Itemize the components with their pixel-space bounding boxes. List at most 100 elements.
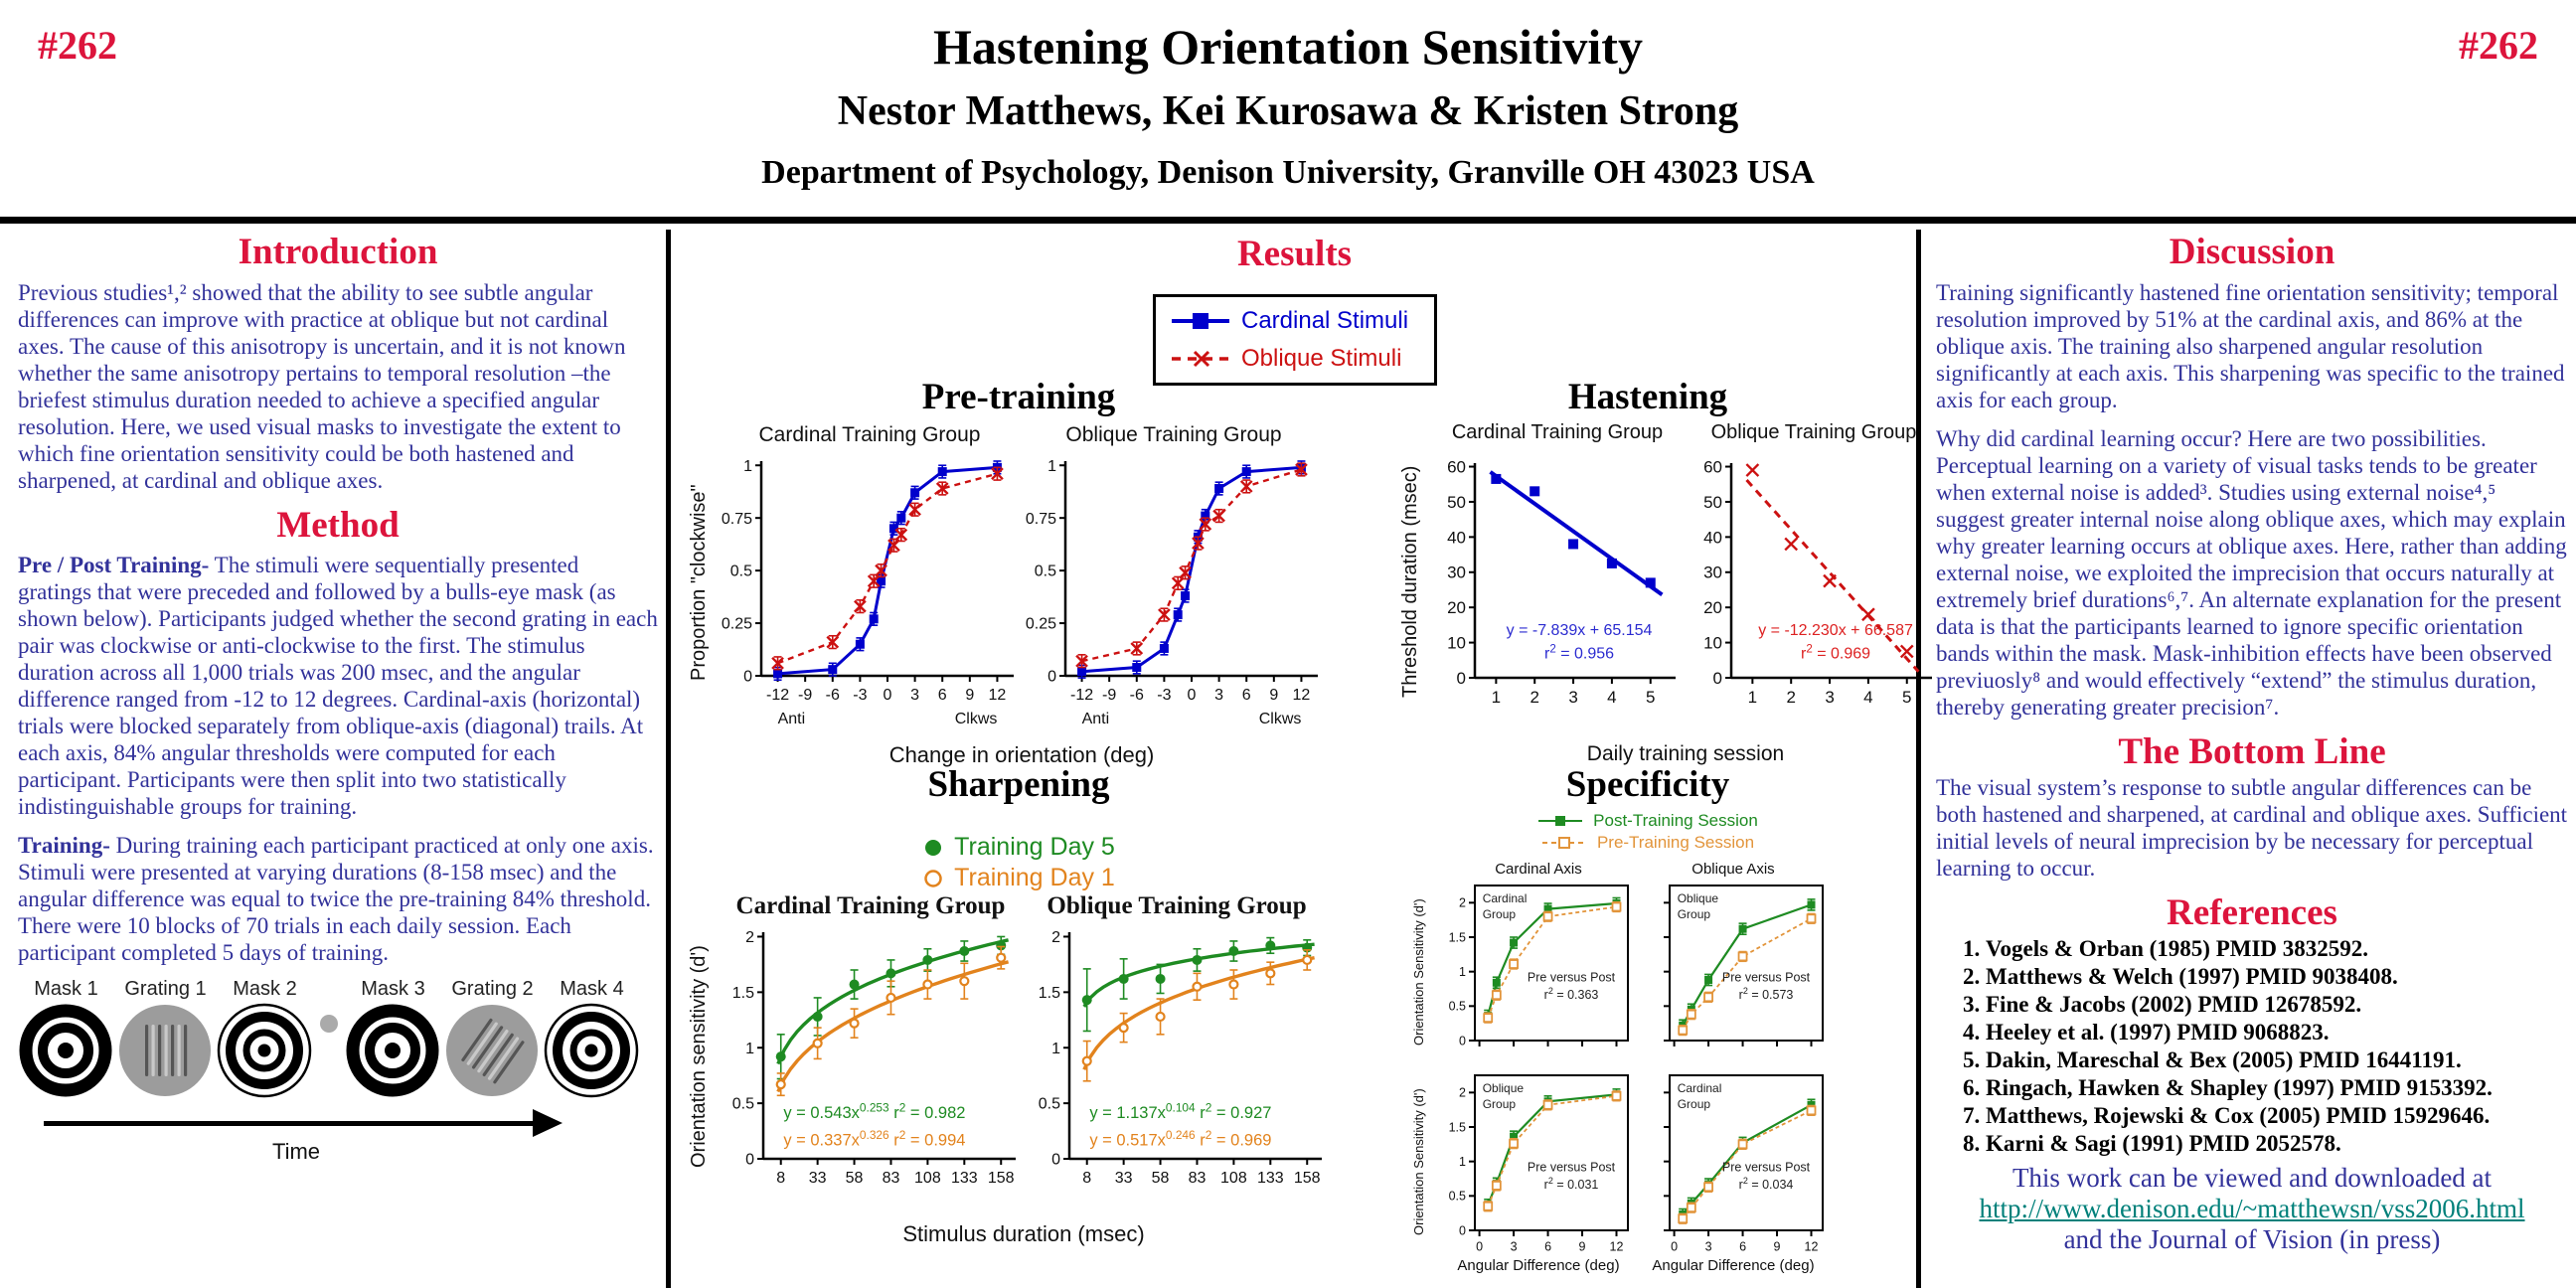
svg-text:3: 3 bbox=[910, 687, 919, 704]
svg-text:158: 158 bbox=[988, 1170, 1015, 1187]
specificity-ylabel-top: Orientation Sensitivity (d') bbox=[1411, 898, 1426, 1046]
svg-text:Group: Group bbox=[1678, 907, 1711, 921]
svg-text:50: 50 bbox=[1703, 493, 1722, 512]
sharpening-legend: Training Day 5 Training Day 1 bbox=[696, 833, 1342, 892]
mask-sequence-item: Grating 1 bbox=[117, 978, 214, 1099]
sharpening-heading: Sharpening bbox=[927, 764, 1110, 805]
svg-text:6: 6 bbox=[1739, 1240, 1746, 1253]
mask-item-label: Mask 4 bbox=[560, 978, 624, 1001]
reference-item: Matthews & Welch (1997) PMID 9038408. bbox=[1986, 964, 2568, 990]
vertical-grating-icon bbox=[119, 1005, 211, 1097]
svg-text:-6: -6 bbox=[1130, 687, 1144, 704]
bottom-line-heading: The Bottom Line bbox=[2118, 730, 2386, 772]
svg-text:Group: Group bbox=[1483, 907, 1517, 921]
svg-text:r2 = 0.956: r2 = 0.956 bbox=[1544, 643, 1614, 662]
legend-label: Training Day 5 bbox=[954, 833, 1115, 861]
svg-text:9: 9 bbox=[1774, 1240, 1781, 1253]
svg-text:30: 30 bbox=[1703, 564, 1722, 582]
svg-text:6: 6 bbox=[938, 687, 947, 704]
mask-item-label: Mask 2 bbox=[233, 978, 297, 1001]
svg-text:158: 158 bbox=[1294, 1170, 1321, 1187]
mask-sequence-item: Mask 2 bbox=[217, 978, 313, 1099]
svg-text:Oblique: Oblique bbox=[1678, 891, 1719, 905]
svg-text:Clkws: Clkws bbox=[1259, 711, 1302, 727]
svg-text:Anti: Anti bbox=[1082, 711, 1110, 727]
svg-text:133: 133 bbox=[951, 1170, 978, 1187]
method-heading: Method bbox=[276, 504, 400, 546]
legend-label: Post-Training Session bbox=[1593, 811, 1758, 830]
svg-text:30: 30 bbox=[1447, 564, 1466, 582]
reference-item: Vogels & Orban (1985) PMID 3832592. bbox=[1986, 936, 2568, 962]
footer: This work can be viewed and downloaded a… bbox=[1936, 1163, 2568, 1255]
spec-obliqueaxis-cardinalgroup-plot: 0 3 6 9 12 Cardinal Group Pre versus Post r2 = 0… bbox=[1636, 1067, 1831, 1257]
references-list: Vogels & Orban (1985) PMID 3832592.Matth… bbox=[1946, 936, 2568, 1157]
svg-text:6: 6 bbox=[1242, 687, 1251, 704]
subplot-title: Cardinal Training Group bbox=[758, 423, 981, 446]
svg-text:60: 60 bbox=[1447, 457, 1466, 476]
svg-text:3: 3 bbox=[1705, 1240, 1712, 1253]
svg-text:3: 3 bbox=[1825, 688, 1834, 707]
bottom-line-paragraph: The visual system’s response to subtle a… bbox=[1936, 775, 2568, 882]
svg-text:Cardinal: Cardinal bbox=[1678, 1081, 1722, 1095]
svg-text:20: 20 bbox=[1447, 598, 1466, 617]
left-column: Introduction Previous studies¹,² showed … bbox=[18, 232, 658, 1165]
reference-item: Karni & Sagi (1991) PMID 2052578. bbox=[1986, 1131, 2568, 1157]
svg-text:83: 83 bbox=[883, 1170, 900, 1187]
specificity-legend: Post-Training Session Pre-Training Sessi… bbox=[1389, 811, 1906, 853]
time-arrow-head-icon bbox=[533, 1109, 563, 1138]
mask-sequence-item: Mask 1 bbox=[18, 978, 114, 1099]
bullseye-mask-icon bbox=[346, 1004, 439, 1098]
svg-text:0: 0 bbox=[1476, 1240, 1483, 1253]
discussion-paragraph-2: Why did cardinal learning occur? Here ar… bbox=[1936, 425, 2567, 720]
svg-text:9: 9 bbox=[965, 687, 974, 704]
svg-text:Group: Group bbox=[1678, 1097, 1711, 1111]
spec-obliqueaxis-obliquegroup-plot: Oblique Group Pre versus Post r2 = 0.573 bbox=[1636, 878, 1831, 1067]
pretraining-xlabel: Change in orientation (deg) bbox=[888, 742, 1155, 767]
oblique-grating-icon bbox=[446, 1005, 538, 1097]
results-heading: Results bbox=[1236, 234, 1353, 274]
svg-text:2: 2 bbox=[1459, 1086, 1466, 1100]
oblique-dash-x-marker-icon bbox=[1172, 350, 1229, 368]
footer-url-link[interactable]: http://www.denison.edu/~matthewsn/vss200… bbox=[1979, 1194, 2525, 1224]
specificity-figure: Cardinal Axis Oblique Axis Orientation S… bbox=[1411, 861, 1831, 1274]
svg-text:8: 8 bbox=[776, 1170, 785, 1187]
reference-item: Dakin, Mareschal & Bex (2005) PMID 16441… bbox=[1986, 1047, 2568, 1073]
subplot-title: Oblique Training Group bbox=[1710, 421, 1917, 443]
svg-text:2: 2 bbox=[1786, 688, 1795, 707]
footer-line2: and the Journal of Vision (in press) bbox=[2063, 1224, 2441, 1255]
svg-text:8: 8 bbox=[1082, 1170, 1091, 1187]
spec-cardinalaxis-cardinalgroup-plot: 0 0.5 1 1.5 2 Cardinal Group Pre versus Post r2 … bbox=[1441, 878, 1636, 1067]
svg-text:Group: Group bbox=[1483, 1097, 1517, 1111]
svg-text:-9: -9 bbox=[1102, 687, 1116, 704]
hastening-heading: Hastening bbox=[1567, 377, 1728, 417]
legend-label: Oblique Stimuli bbox=[1241, 345, 1402, 372]
legend-training-day1: Training Day 1 bbox=[922, 864, 1115, 892]
reference-item: Ringach, Hawken & Shapley (1997) PMID 91… bbox=[1986, 1075, 2568, 1101]
poster-authors: Nestor Matthews, Kei Kurosawa & Kristen … bbox=[837, 88, 1739, 134]
mask-item-label: Grating 2 bbox=[451, 978, 534, 1001]
svg-text:0: 0 bbox=[1051, 1152, 1060, 1169]
poster-number-left: #262 bbox=[38, 23, 117, 68]
svg-text:0: 0 bbox=[1188, 687, 1197, 704]
svg-text:y = -12.230x + 66.587: y = -12.230x + 66.587 bbox=[1758, 622, 1913, 639]
specificity-axis-titles: Cardinal Axis Oblique Axis bbox=[1441, 861, 1831, 878]
fixation-dot-icon bbox=[320, 1015, 338, 1034]
svg-text:60: 60 bbox=[1703, 457, 1722, 476]
subplot-title: Cardinal Training Group bbox=[735, 892, 1006, 919]
bullseye-mask-icon bbox=[19, 1004, 112, 1098]
svg-text:2: 2 bbox=[1459, 896, 1466, 910]
svg-text:50: 50 bbox=[1447, 493, 1466, 512]
svg-text:33: 33 bbox=[1115, 1170, 1133, 1187]
svg-text:20: 20 bbox=[1703, 598, 1722, 617]
stimuli-legend: Cardinal Stimuli Oblique Stimuli bbox=[1153, 294, 1437, 386]
sharpening-ylabel: Orientation sensitivity (d') bbox=[688, 945, 710, 1169]
hastening-oblique-subplot: Oblique Training Group 1 2 3 4 5 0 10 20 30 40 50 6… bbox=[1686, 421, 1942, 742]
hastening-figure: Threshold duration (msec) Cardinal Train… bbox=[1399, 421, 1942, 766]
svg-text:58: 58 bbox=[1152, 1170, 1170, 1187]
svg-text:12: 12 bbox=[1805, 1240, 1819, 1253]
legend-label: Training Day 1 bbox=[954, 864, 1115, 891]
svg-text:1: 1 bbox=[743, 458, 752, 475]
svg-text:0.25: 0.25 bbox=[722, 616, 752, 633]
svg-text:0.75: 0.75 bbox=[1026, 511, 1056, 528]
svg-text:y = 0.517x0.246 r2 = 0.969: y = 0.517x0.246 r2 = 0.969 bbox=[1089, 1128, 1271, 1149]
